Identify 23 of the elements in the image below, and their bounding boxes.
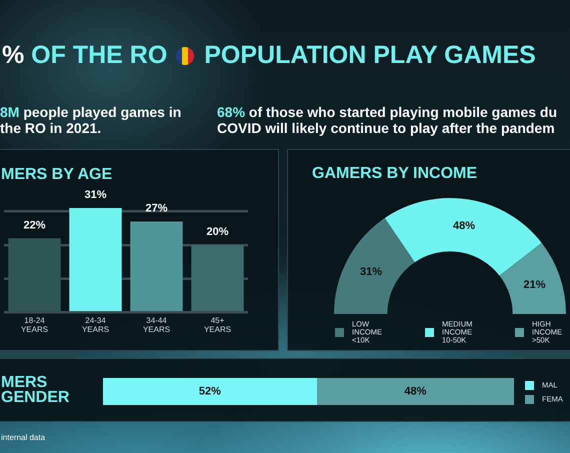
- data-label: 52%: [198, 386, 222, 398]
- bar: [69, 208, 122, 312]
- chart-title: % OF THE RO POPULATION PLAY GAMES: [2, 41, 536, 69]
- chart-title: MERS GENDER: [1, 374, 70, 406]
- bar: [130, 221, 183, 312]
- data-label: 20%: [206, 226, 229, 238]
- x-tick-label: 34-44 YEARS: [142, 316, 170, 334]
- data-label: 48%: [404, 386, 427, 398]
- bar: [191, 245, 244, 312]
- chart-title: MERS BY AGE: [1, 166, 112, 183]
- text: 8M people played games in the RO in 2021.: [0, 104, 182, 136]
- data-label: 31%: [84, 189, 107, 202]
- data-label: 48%: [452, 220, 476, 232]
- data-label: 27%: [145, 202, 168, 214]
- text: internal data: [1, 433, 46, 443]
- data-label: 22%: [23, 219, 46, 232]
- x-tick-label: 45+ YEARS: [204, 316, 232, 334]
- text: 68% of those who started playing mobile games du COVID will likely continue to play after the pandem: [217, 104, 558, 136]
- x-tick-label: 18-24 YEARS: [20, 316, 48, 334]
- chart-title: GAMERS BY INCOME: [312, 165, 478, 182]
- data-label: 21%: [523, 279, 546, 292]
- x-tick-label: 24-34 YEARS: [82, 316, 110, 334]
- data-label: 31%: [360, 266, 382, 278]
